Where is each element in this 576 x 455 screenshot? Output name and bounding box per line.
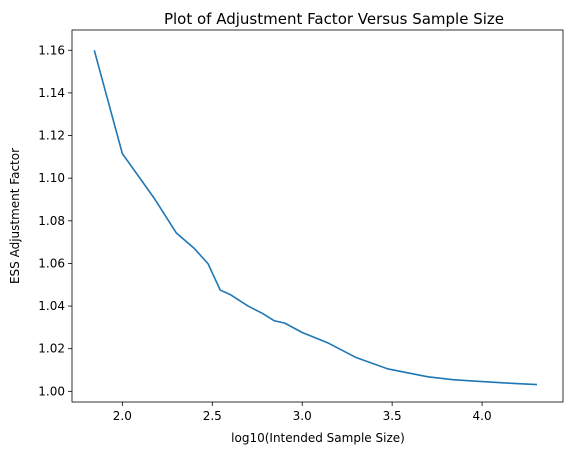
y-tick-label: 1.16 (38, 43, 65, 57)
x-tick-label: 2.0 (113, 409, 132, 423)
y-tick-label: 1.08 (38, 214, 65, 228)
y-tick-label: 1.06 (38, 256, 65, 270)
plot-area (71, 29, 564, 403)
x-tick-label: 3.0 (293, 409, 312, 423)
x-axis-ticks: 2.0 2.5 3.0 3.5 4.0 (113, 402, 492, 423)
x-tick-label: 2.5 (203, 409, 222, 423)
plot-layer (93, 50, 538, 386)
y-tick-label: 1.04 (38, 299, 65, 313)
y-tick-label: 1.02 (38, 342, 65, 356)
x-axis-label: log10(Intended Sample Size) (231, 431, 405, 445)
y-tick-label: 1.14 (38, 86, 65, 100)
y-tick-label: 1.12 (38, 129, 65, 143)
x-tick-label: 3.5 (383, 409, 402, 423)
y-axis-label: ESS Adjustment Factor (8, 148, 22, 284)
y-tick-label: 1.00 (38, 384, 65, 398)
y-axis-ticks: 1.00 1.02 1.04 1.06 1.08 1.10 1.12 1.14 1.16 (38, 43, 72, 398)
chart-title: Plot of Adjustment Factor Versus Sample … (164, 10, 504, 28)
series-line-0 (93, 50, 538, 386)
x-tick-label: 4.0 (473, 409, 492, 423)
y-tick-label: 1.10 (38, 171, 65, 185)
